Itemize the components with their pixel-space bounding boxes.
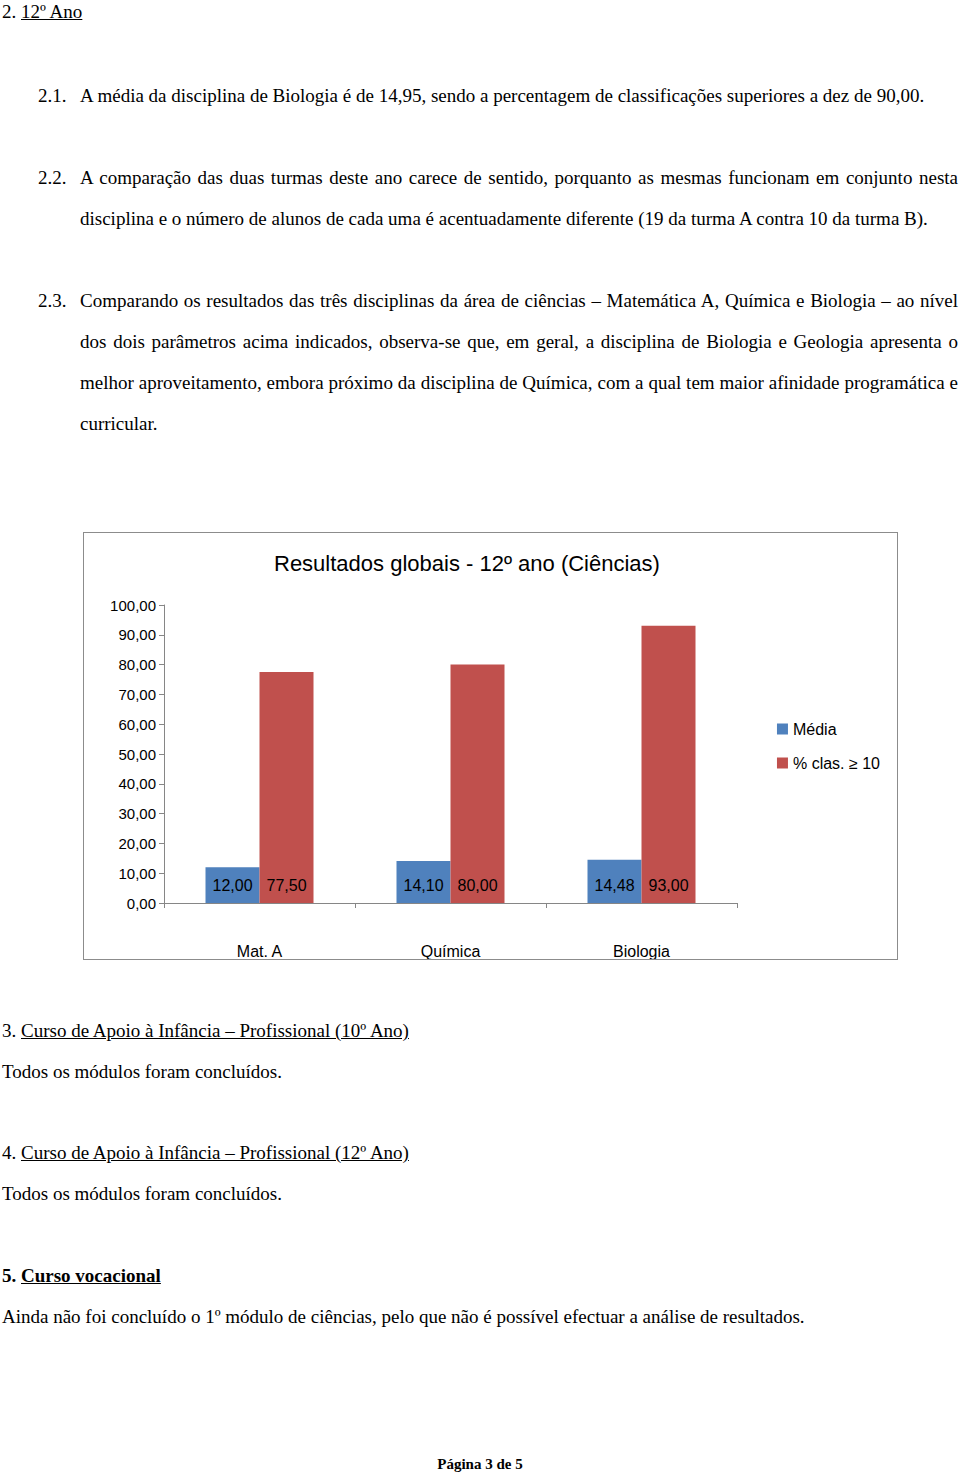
svg-text:30,00: 30,00 [118,805,156,822]
svg-text:Resultados globais - 12º ano (: Resultados globais - 12º ano (Ciências) [274,551,660,576]
svg-text:50,00: 50,00 [118,746,156,763]
svg-text:77,50: 77,50 [266,877,306,894]
html-text:A média da disciplina de Biolo: A média da disciplina de Biologia é de 1… [80,85,925,106]
html-text:Todos os módulos foram concluí: Todos os módulos foram concluídos. [2,1183,282,1204]
svg-text:80,00: 80,00 [118,656,156,673]
html-text:2.1.: 2.1. [38,85,67,106]
svg-text:Média: Média [793,721,837,738]
svg-text:10,00: 10,00 [118,865,156,882]
svg-text:40,00: 40,00 [118,775,156,792]
svg-text:20,00: 20,00 [118,835,156,852]
svg-text:% clas. ≥ 10: % clas. ≥ 10 [793,755,880,772]
svg-text:Biologia: Biologia [613,943,670,960]
svg-text:12,00: 12,00 [212,877,252,894]
svg-text:0,00: 0,00 [127,895,156,912]
svg-text:70,00: 70,00 [118,686,156,703]
html-text:2. 12º Ano: 2. 12º Ano [2,1,83,22]
svg-text:14,10: 14,10 [403,877,443,894]
html-text:3. Curso de Apoio à Infância –: 3. Curso de Apoio à Infância – Profissio… [2,1020,409,1041]
html-text:4. Curso de Apoio à Infância –: 4. Curso de Apoio à Infância – Profissio… [2,1142,409,1163]
html-text:Ainda não foi concluído o 1º m: Ainda não foi concluído o 1º módulo de c… [2,1306,805,1327]
html-text:5. Curso vocacional: 5. Curso vocacional [2,1265,161,1286]
html-text:Comparando os resultados das t: Comparando os resultados das três discip… [80,290,958,434]
html-text:2.3.: 2.3. [38,290,67,311]
svg-text:Química: Química [421,943,481,960]
svg-text:14,48: 14,48 [594,877,634,894]
svg-text:80,00: 80,00 [457,877,497,894]
svg-text:60,00: 60,00 [118,716,156,733]
html-text:Página 3 de 5: Página 3 de 5 [437,1456,523,1472]
svg-text:100,00: 100,00 [110,597,156,614]
svg-text:90,00: 90,00 [118,626,156,643]
html-text:Todos os módulos foram concluí: Todos os módulos foram concluídos. [2,1061,282,1082]
svg-text:Mat. A: Mat. A [237,943,283,960]
html-text:A comparação das duas turmas d: A comparação das duas turmas deste ano c… [80,167,958,229]
svg-text:93,00: 93,00 [648,877,688,894]
html-text:2.2.: 2.2. [38,167,67,188]
